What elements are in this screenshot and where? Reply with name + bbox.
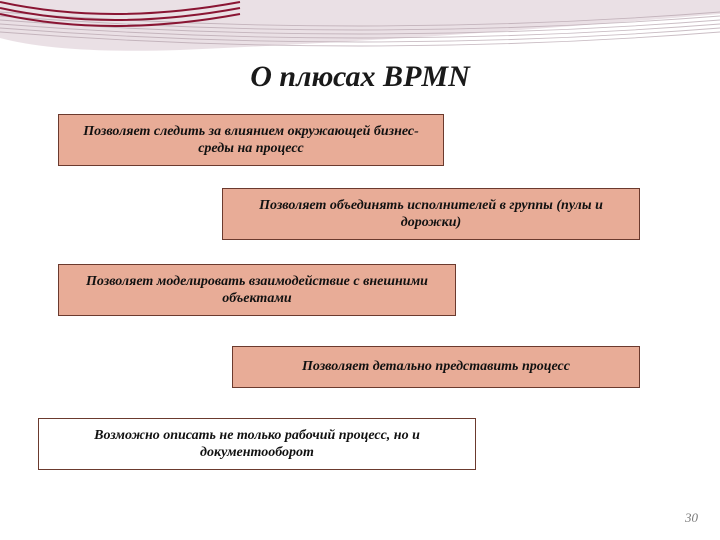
info-box-3: Позволяет моделировать взаимодействие с … <box>58 264 456 316</box>
slide-content: О плюсах BPMN Позволяет следить за влиян… <box>0 0 720 540</box>
slide-title: О плюсах BPMN <box>0 60 720 94</box>
page-number: 30 <box>685 510 698 526</box>
info-box-2: Позволяет объединять исполнителей в груп… <box>222 188 640 240</box>
info-box-4: Позволяет детально представить процесс <box>232 346 640 388</box>
info-box-5: Возможно описать не только рабочий проце… <box>38 418 476 470</box>
info-box-1: Позволяет следить за влиянием окружающей… <box>58 114 444 166</box>
